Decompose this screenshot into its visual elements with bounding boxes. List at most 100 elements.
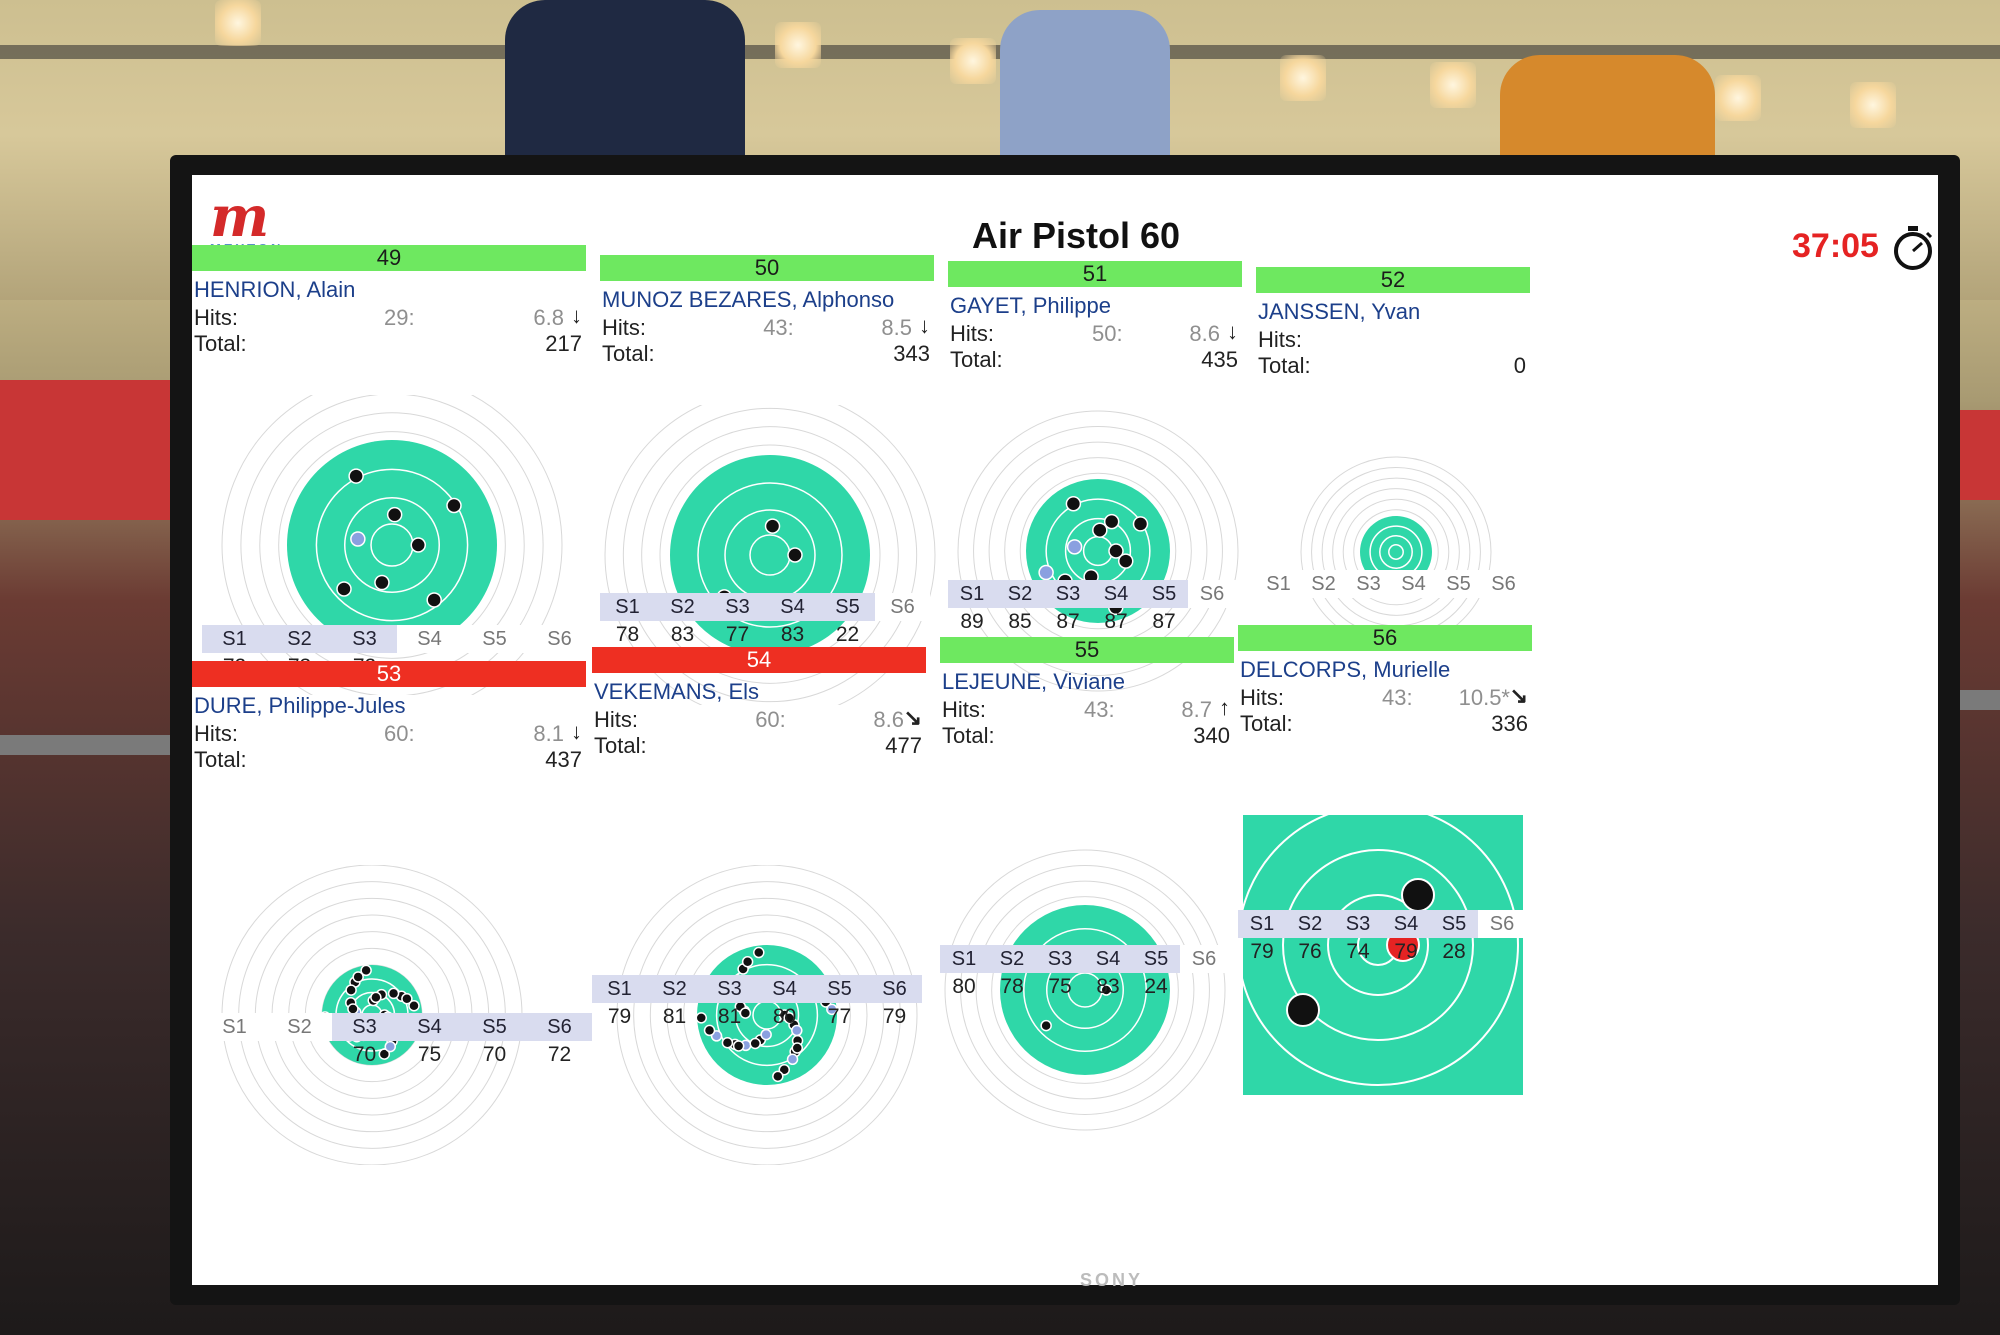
target-aiming-area bbox=[287, 440, 497, 650]
shot-marker bbox=[760, 1028, 772, 1041]
target-ring bbox=[1238, 815, 1519, 1086]
shot-marker bbox=[408, 999, 420, 1012]
total-score: 437 bbox=[545, 747, 582, 772]
total-label: Total: bbox=[194, 747, 247, 772]
series-label: S3 bbox=[1346, 570, 1391, 598]
series-cell: S6 bbox=[1478, 910, 1526, 966]
series-label: S3 bbox=[332, 1013, 397, 1041]
background-person bbox=[505, 0, 745, 180]
series-label: S3 bbox=[332, 625, 397, 653]
range-lamp bbox=[775, 22, 821, 68]
target-ring bbox=[960, 865, 1210, 1115]
range-lamp bbox=[1715, 75, 1761, 121]
series-value: 75 bbox=[417, 1043, 442, 1066]
series-cell: S4 79 bbox=[1382, 910, 1430, 966]
series-label: S3 bbox=[702, 975, 757, 1003]
lane-number-bar: 55 bbox=[940, 637, 1234, 663]
shooter-name: GAYET, Philippe bbox=[950, 293, 1112, 318]
series-label: S4 bbox=[397, 625, 462, 653]
series-cell: S2 76 bbox=[1286, 910, 1334, 966]
series-cell: S5 87 bbox=[1140, 580, 1188, 636]
series-scores: S1 79 S2 81 S3 81 S4 80 S5 77 S6 79 bbox=[592, 975, 922, 1031]
series-cell: S3 81 bbox=[702, 975, 757, 1031]
series-label: S6 bbox=[1180, 945, 1228, 973]
shot-marker bbox=[370, 991, 382, 1004]
series-value: 70 bbox=[482, 1043, 507, 1066]
trend-arrow-icon: ↘ bbox=[1509, 683, 1528, 708]
shot-marker bbox=[695, 1012, 708, 1024]
target-ring bbox=[991, 896, 1179, 1084]
series-cell: S4 bbox=[1391, 570, 1436, 626]
shot-marker bbox=[787, 547, 803, 563]
total-label: Total: bbox=[950, 347, 1003, 372]
series-cell: S5 70 bbox=[462, 1013, 527, 1069]
series-cell: S6 bbox=[1188, 580, 1236, 636]
lane-panel-53: 53 DURE, Philippe-Jules Hits: Total: 60: 8.1 ↓… bbox=[192, 661, 592, 1165]
shot-marker bbox=[1117, 553, 1134, 569]
series-value: 24 bbox=[1144, 975, 1168, 998]
last-shot-value: 10.5* bbox=[1458, 685, 1510, 710]
target-ring bbox=[697, 482, 843, 628]
last-shot-value: 8.6 bbox=[1189, 321, 1220, 346]
total-label: Total: bbox=[594, 733, 647, 758]
target-ring bbox=[1282, 849, 1474, 1041]
shot-marker bbox=[386, 506, 403, 523]
target-ring bbox=[344, 497, 440, 593]
total-score: 340 bbox=[1193, 723, 1230, 748]
shot-marker bbox=[703, 1024, 716, 1037]
series-cell: S4 75 bbox=[397, 1013, 462, 1069]
hits-count: 50: bbox=[1092, 321, 1123, 346]
range-lamp bbox=[1850, 82, 1896, 128]
series-value: 74 bbox=[1346, 940, 1370, 963]
total-label: Total: bbox=[942, 723, 995, 748]
shooter-name: MUNOZ BEZARES, Alphonso bbox=[602, 287, 895, 312]
series-value: 22 bbox=[835, 623, 860, 646]
series-label: S5 bbox=[820, 593, 875, 621]
shot-marker bbox=[786, 1053, 799, 1066]
total-score: 343 bbox=[893, 341, 930, 366]
hits-label: Hits: bbox=[1240, 685, 1284, 710]
target-ring bbox=[715, 963, 819, 1067]
shot-marker bbox=[1092, 522, 1108, 538]
zoomed-target-area bbox=[1243, 815, 1523, 1095]
series-label: S2 bbox=[1301, 570, 1346, 598]
series-label: S2 bbox=[267, 1013, 332, 1041]
shot-marker bbox=[749, 1037, 761, 1050]
lane-number-bar: 49 bbox=[192, 245, 586, 271]
series-value bbox=[1301, 598, 1346, 626]
total-label: Total: bbox=[194, 331, 247, 356]
series-label: S3 bbox=[1036, 945, 1084, 973]
total-label: Total: bbox=[1240, 711, 1293, 736]
shot-marker bbox=[401, 992, 413, 1005]
series-cell: S6 72 bbox=[527, 1013, 592, 1069]
series-cell: S2 81 bbox=[647, 975, 702, 1031]
total-label: Total: bbox=[602, 341, 655, 366]
series-label: S1 bbox=[948, 580, 996, 608]
series-label: S2 bbox=[655, 593, 710, 621]
background-person bbox=[1000, 10, 1170, 180]
series-value bbox=[1481, 598, 1526, 626]
target-ring bbox=[944, 849, 1226, 1131]
series-label: S1 bbox=[600, 593, 655, 621]
series-value: 87 bbox=[1152, 610, 1176, 633]
shot-marker bbox=[348, 468, 364, 484]
series-label: S5 bbox=[1436, 570, 1481, 598]
series-cell: S4 87 bbox=[1092, 580, 1140, 636]
last-shot-value: 6.8 bbox=[533, 305, 564, 330]
lane-number-bar: 50 bbox=[600, 255, 934, 281]
monitor-brand: SONY bbox=[1080, 1270, 1144, 1290]
hits-label: Hits: bbox=[194, 721, 238, 746]
series-label: S4 bbox=[757, 975, 812, 1003]
series-cell: S1 79 bbox=[1238, 910, 1286, 966]
series-value bbox=[202, 1041, 267, 1069]
shot-marker bbox=[732, 1040, 745, 1052]
hits-count: 43: bbox=[763, 315, 794, 340]
lane-number-bar: 54 bbox=[592, 647, 926, 673]
lane-panel-56: 56 DELCORPS, Murielle Hits: Total: 43: 10.5* ↘… bbox=[1238, 625, 1538, 1095]
shot-marker bbox=[1040, 1019, 1052, 1032]
series-cell: S1 bbox=[1256, 570, 1301, 626]
target-ring bbox=[1332, 488, 1460, 616]
photographer-credit: Pelikuul Photography bbox=[1765, 1268, 1938, 1284]
target-ring bbox=[649, 897, 885, 1133]
series-value: 76 bbox=[1298, 940, 1322, 963]
